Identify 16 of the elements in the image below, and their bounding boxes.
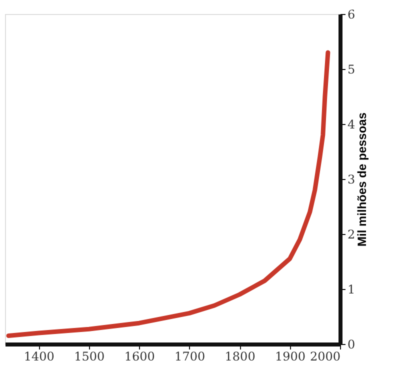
x-tick-label: 1500 — [74, 350, 105, 364]
x-tick-label: 1400 — [24, 350, 54, 364]
x-tick-label: 1700 — [174, 350, 206, 364]
y-tick-label: 2 — [348, 228, 356, 242]
y-tick-label: 3 — [348, 172, 356, 186]
x-tick-label: 1600 — [124, 350, 155, 364]
x-tick-label: 2000 — [310, 350, 340, 364]
line-series — [6, 50, 330, 338]
y-tick-label: 4 — [348, 118, 356, 132]
y-tick-label: 6 — [348, 8, 356, 22]
y-tick-label: 1 — [348, 282, 356, 296]
y-tick-label: 5 — [348, 62, 356, 76]
x-tick-label: 1800 — [224, 350, 256, 364]
x-tick-label: 1900 — [275, 350, 306, 364]
y-axis-title: Mil milhões de pessoas — [355, 112, 370, 247]
y-tick-label: 0 — [348, 338, 356, 352]
